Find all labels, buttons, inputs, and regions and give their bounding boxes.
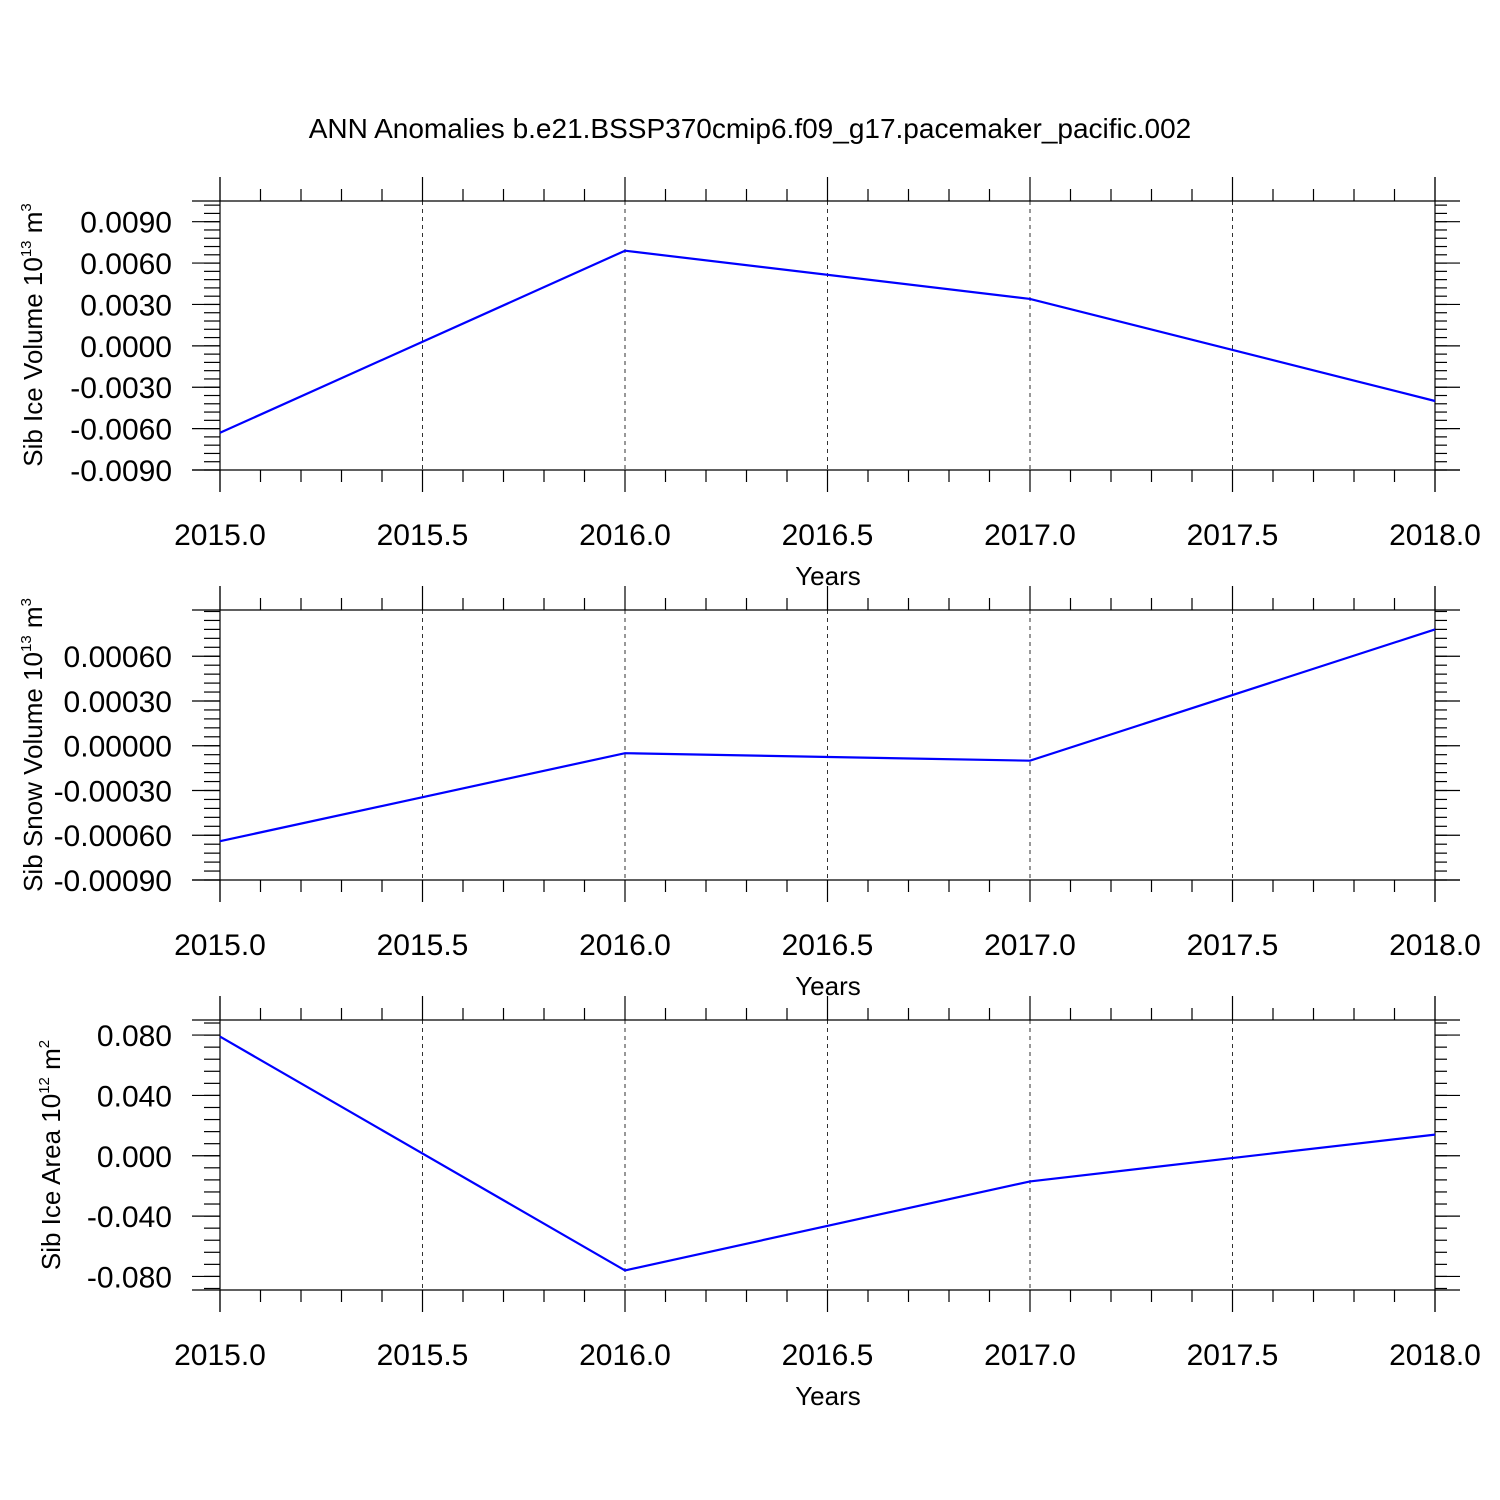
- x-tick-label: 2016.0: [579, 929, 671, 962]
- x-tick-label: 2015.5: [377, 1339, 469, 1372]
- y-axis-title-unit: m: [18, 212, 48, 241]
- y-tick-label: 0.0000: [80, 331, 172, 364]
- y-tick-label: -0.00090: [54, 865, 172, 898]
- y-tick-label: 0.080: [97, 1020, 172, 1053]
- y-axis-title-text: Sib Snow Volume 10: [18, 652, 48, 892]
- x-tick-label: 2017.0: [984, 1339, 1076, 1372]
- y-axis-title: Sib Ice Volume 1013 m3: [18, 203, 48, 467]
- y-tick-label: -0.00030: [54, 775, 172, 808]
- y-tick-label: 0.00030: [64, 686, 172, 719]
- y-axis-title-text: Sib Ice Area 10: [36, 1094, 66, 1270]
- y-tick-label: 0.0030: [80, 289, 172, 322]
- y-tick-label: -0.0030: [70, 372, 172, 405]
- y-tick-label: -0.00060: [54, 820, 172, 853]
- x-tick-label: 2017.5: [1187, 519, 1279, 552]
- y-tick-label: 0.00060: [64, 641, 172, 674]
- y-tick-label: -0.0090: [70, 455, 172, 488]
- y-axis-title-exponent: 13: [18, 635, 35, 652]
- y-tick-label: -0.080: [87, 1261, 172, 1294]
- x-tick-label: 2018.0: [1389, 519, 1481, 552]
- series-line: [219, 249, 1436, 434]
- x-tick-label: 2016.5: [782, 519, 874, 552]
- chart-panel-3: 2015.0 2015.5 2016.0 2016.5 2017.0 2017.5 2018…: [36, 996, 1481, 1411]
- y-axis-title-unit-exponent: 2: [36, 1040, 53, 1048]
- y-tick-label: -0.0060: [70, 414, 172, 447]
- x-tick-label: 2017.5: [1187, 929, 1279, 962]
- y-axis-title-exponent: 13: [18, 240, 35, 257]
- x-tick-label: 2017.0: [984, 929, 1076, 962]
- y-tick-label: 0.000: [97, 1141, 172, 1174]
- series-line: [219, 1035, 1436, 1272]
- y-axis-title: Sib Snow Volume 1013 m3: [18, 598, 48, 892]
- y-axis-title-exponent: 12: [36, 1077, 53, 1094]
- chart-title: ANN Anomalies b.e21.BSSP370cmip6.f09_g17…: [309, 113, 1192, 144]
- y-axis-title-unit: m: [18, 606, 48, 635]
- y-axis-title-text: Sib Ice Volume 10: [18, 257, 48, 467]
- x-tick-label: 2015.5: [377, 519, 469, 552]
- x-tick-label: 2016.0: [579, 1339, 671, 1372]
- x-tick-label: 2015.5: [377, 929, 469, 962]
- chart-panel-2: 2015.0 2015.5 2016.0 2016.5 2017.0 2017.5 2018…: [18, 586, 1481, 1001]
- chart-panel-1: 2015.0 2015.5 2016.0 2016.5 2017.0 2017.5 2018…: [18, 177, 1481, 591]
- x-tick-label: 2016.0: [579, 519, 671, 552]
- y-tick-label: 0.00000: [64, 731, 172, 764]
- x-tick-label: 2017.5: [1187, 1339, 1279, 1372]
- y-tick-label: 0.0060: [80, 248, 172, 281]
- x-tick-label: 2018.0: [1389, 1339, 1481, 1372]
- x-tick-label: 2016.5: [782, 1339, 874, 1372]
- x-tick-label: 2018.0: [1389, 929, 1481, 962]
- y-axis-title-unit: m: [36, 1048, 66, 1077]
- y-axis-title: Sib Ice Area 1012 m2: [36, 1040, 66, 1270]
- x-tick-label: 2016.5: [782, 929, 874, 962]
- y-axis-title-unit-exponent: 3: [18, 598, 35, 606]
- x-tick-label: 2015.0: [174, 929, 266, 962]
- y-axis-title-unit-exponent: 3: [18, 203, 35, 211]
- x-tick-label: 2015.0: [174, 1339, 266, 1372]
- x-tick-label: 2015.0: [174, 519, 266, 552]
- x-axis-title: Years: [795, 1381, 861, 1411]
- y-tick-label: -0.040: [87, 1201, 172, 1234]
- x-tick-label: 2017.0: [984, 519, 1076, 552]
- y-tick-label: 0.040: [97, 1080, 172, 1113]
- y-tick-label: 0.0090: [80, 207, 172, 240]
- series-line: [219, 628, 1436, 843]
